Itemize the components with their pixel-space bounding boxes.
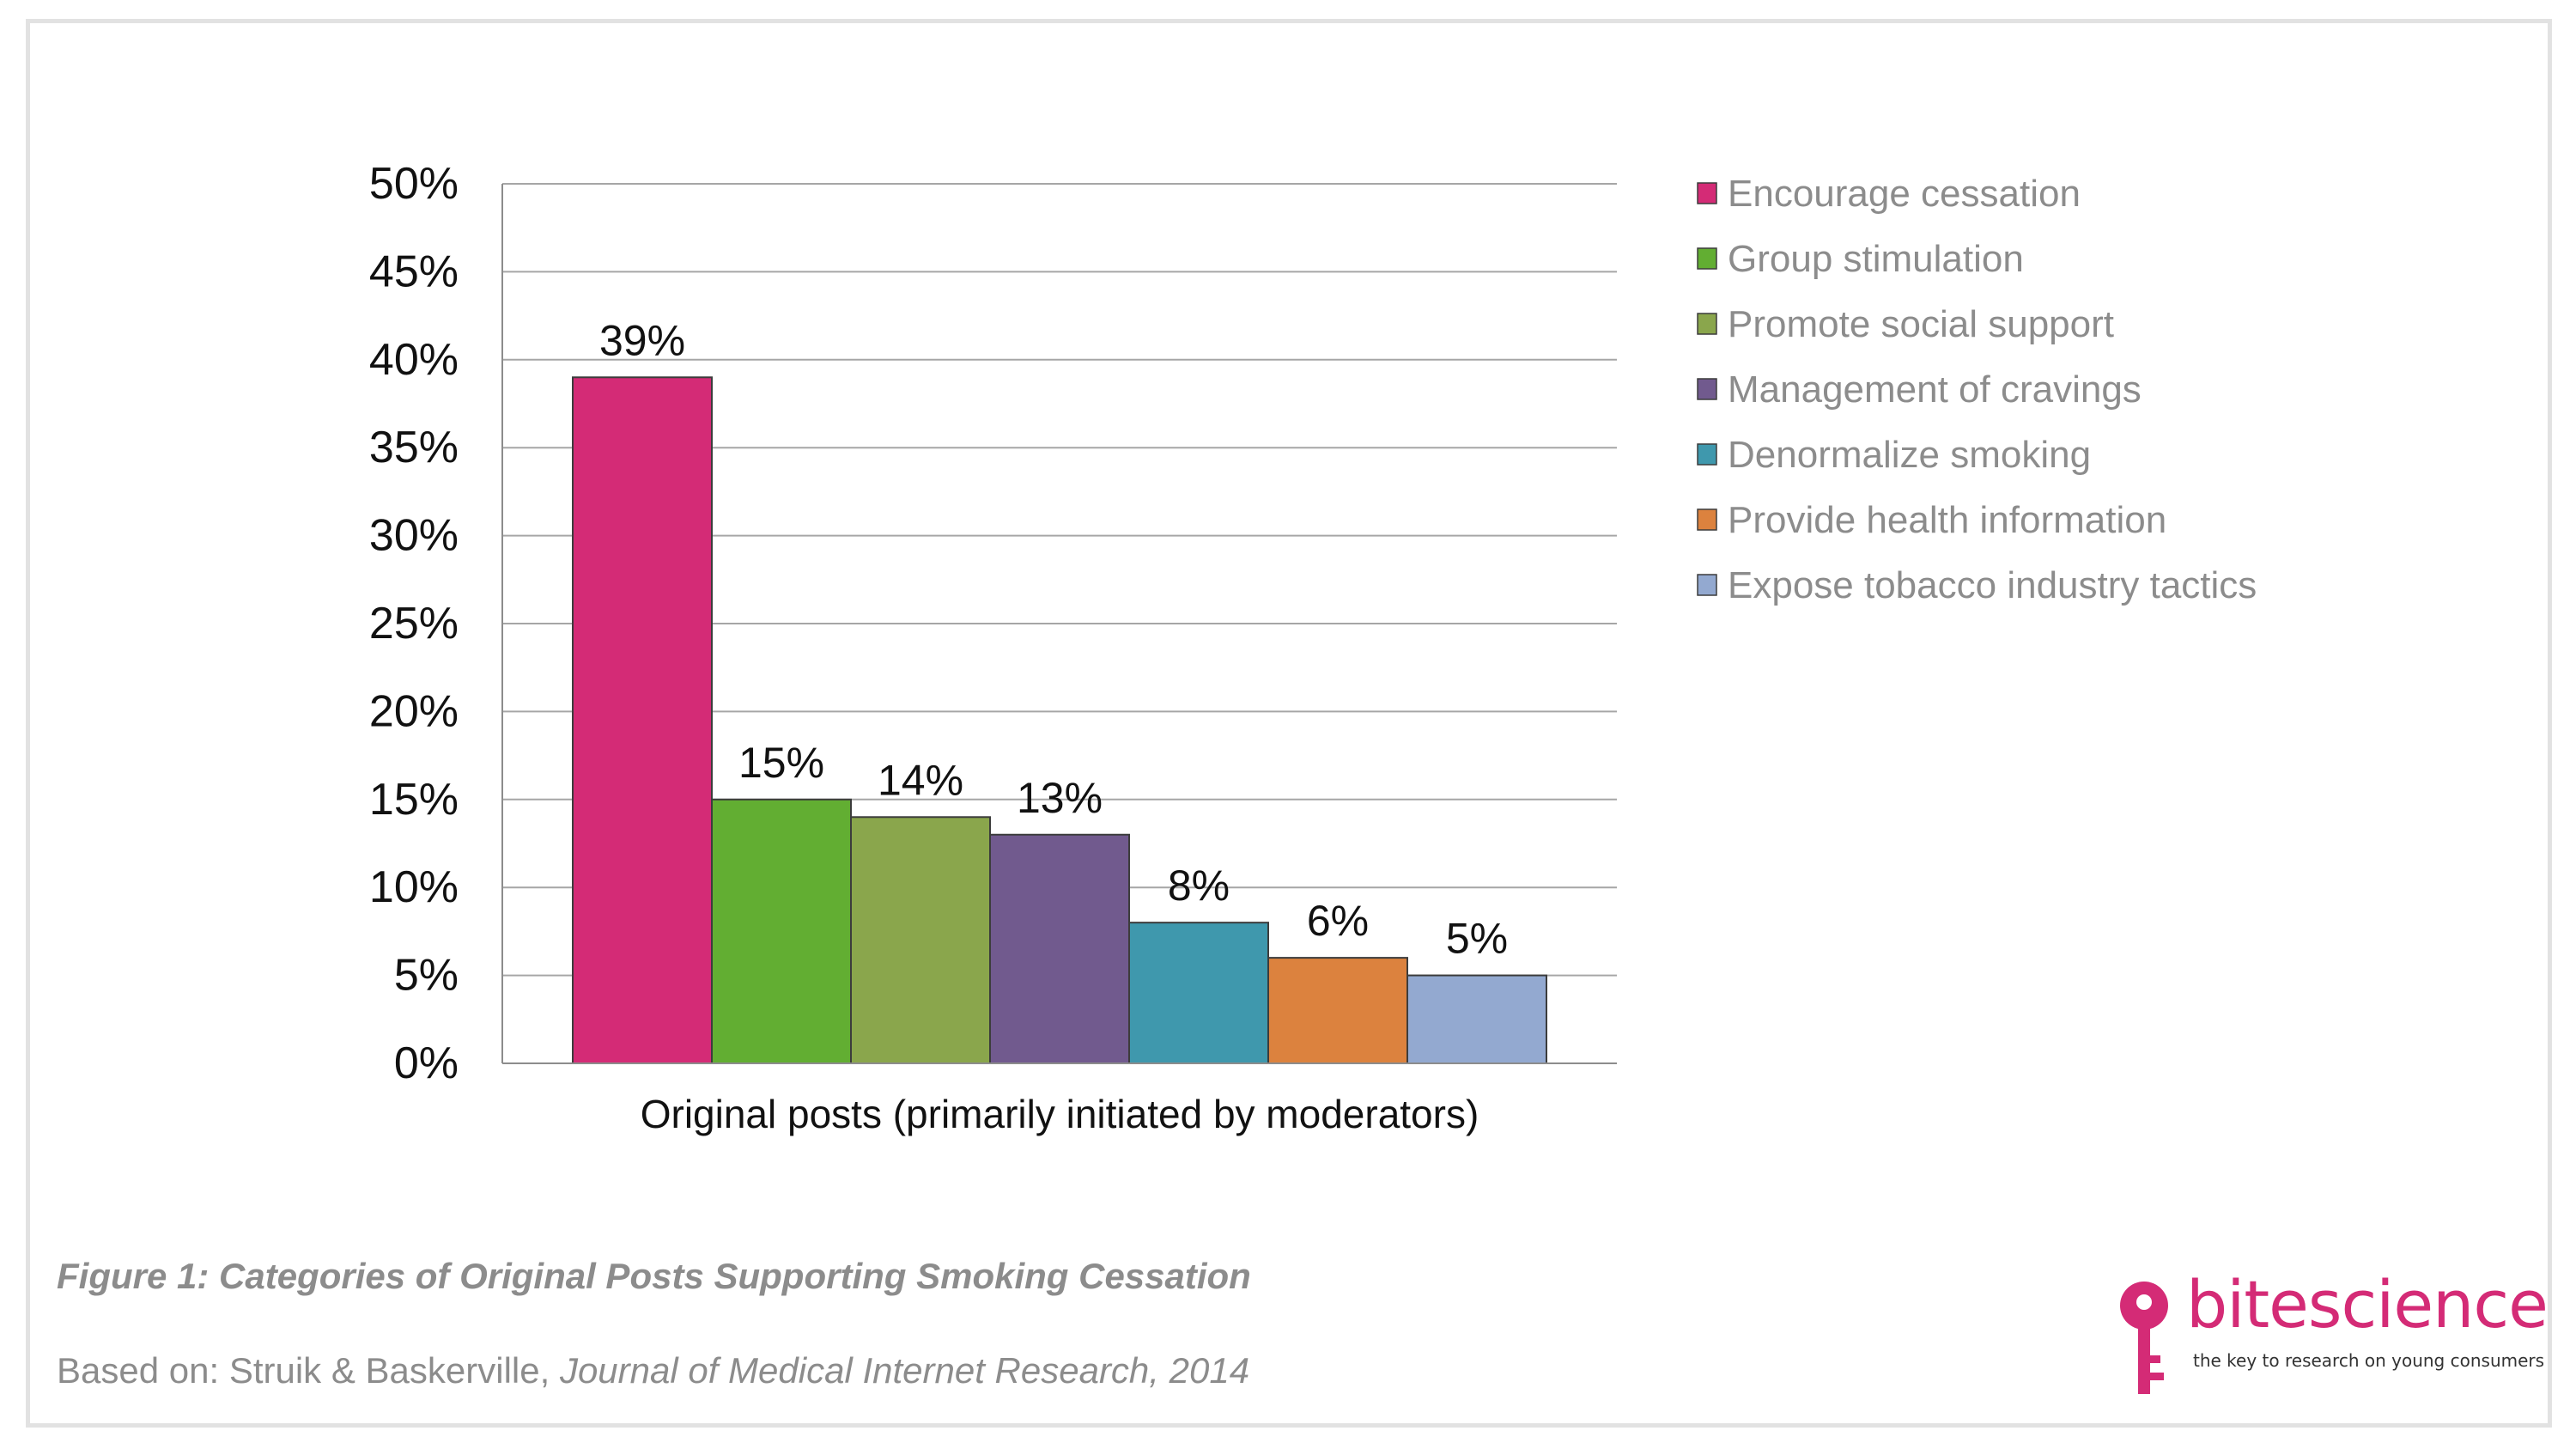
logo-word-bite: bite [2186,1266,2309,1342]
x-axis-label: Original posts (primarily initiated by m… [641,1092,1479,1136]
data-label: 39% [599,316,685,364]
y-tick-label: 30% [369,511,459,561]
source-prefix: Based on: Struik & Baskerville, [57,1350,560,1391]
data-label: 5% [1446,915,1508,963]
y-tick-label: 35% [369,423,459,472]
y-tick-label: 10% [369,862,459,912]
bar [572,376,713,1064]
figure-caption: Figure 1: Categories of Original Posts S… [57,1256,1251,1296]
legend-swatch [1697,443,1717,466]
bar [1128,922,1269,1065]
bar [989,833,1130,1064]
data-label: 6% [1307,897,1369,945]
data-label: 14% [878,756,963,804]
y-tick-label: 50% [369,159,459,209]
bitescience-logo: bitescience the key to research on young… [2114,1266,2549,1400]
y-tick-label: 0% [394,1038,459,1088]
legend-entry: Provide health information [1728,499,2166,541]
y-tick-label: 5% [394,951,459,1001]
data-label: 8% [1168,861,1230,910]
legend-swatch [1697,313,1717,335]
legend-swatch [1697,182,1717,204]
y-axis-ticks: 0% 5% 10% 15% 20% 25% 30% 35% 40% 45% 50% [369,159,459,1088]
legend-entry: Expose tobacco industry tactics [1728,564,2257,606]
data-labels: 39% 15% 14% 13% 8% 6% 5% [599,316,1508,962]
source-citation: Based on: Struik & Baskerville, Journal … [57,1350,1249,1391]
bar [711,798,852,1064]
legend-entry: Denormalize smoking [1728,434,2091,476]
key-icon [2120,1282,2168,1394]
legend-swatch [1697,574,1717,596]
logo-wordmark: bitescience [2186,1266,2549,1342]
y-tick-label: 25% [369,599,459,648]
legend-entry: Group stimulation [1728,238,2024,280]
legend-entry: Management of cravings [1728,368,2142,411]
legend-swatch [1697,508,1717,531]
bar [1267,957,1408,1064]
y-tick-label: 15% [369,775,459,825]
source-journal: Journal of Medical Internet Research, 20… [559,1350,1250,1391]
legend-swatch [1697,247,1717,270]
legend-entry: Encourage cessation [1728,173,2081,215]
bars [572,376,1547,1065]
legend: Encourage cessation Group stimulation Prom… [1697,173,2257,606]
figure-frame [26,19,2552,1428]
legend-swatch [1697,378,1717,400]
legend-entry: Promote social support [1728,303,2114,345]
y-tick-label: 45% [369,247,459,296]
y-tick-label: 20% [369,686,459,736]
y-tick-label: 40% [369,335,459,385]
logo-tagline: the key to research on young consumers [2193,1350,2545,1371]
bar [1406,974,1547,1064]
data-label: 13% [1017,774,1103,822]
data-label: 15% [738,739,824,787]
axes [501,184,1617,1064]
bar [850,816,991,1065]
logo-word-science: science [2307,1266,2549,1342]
